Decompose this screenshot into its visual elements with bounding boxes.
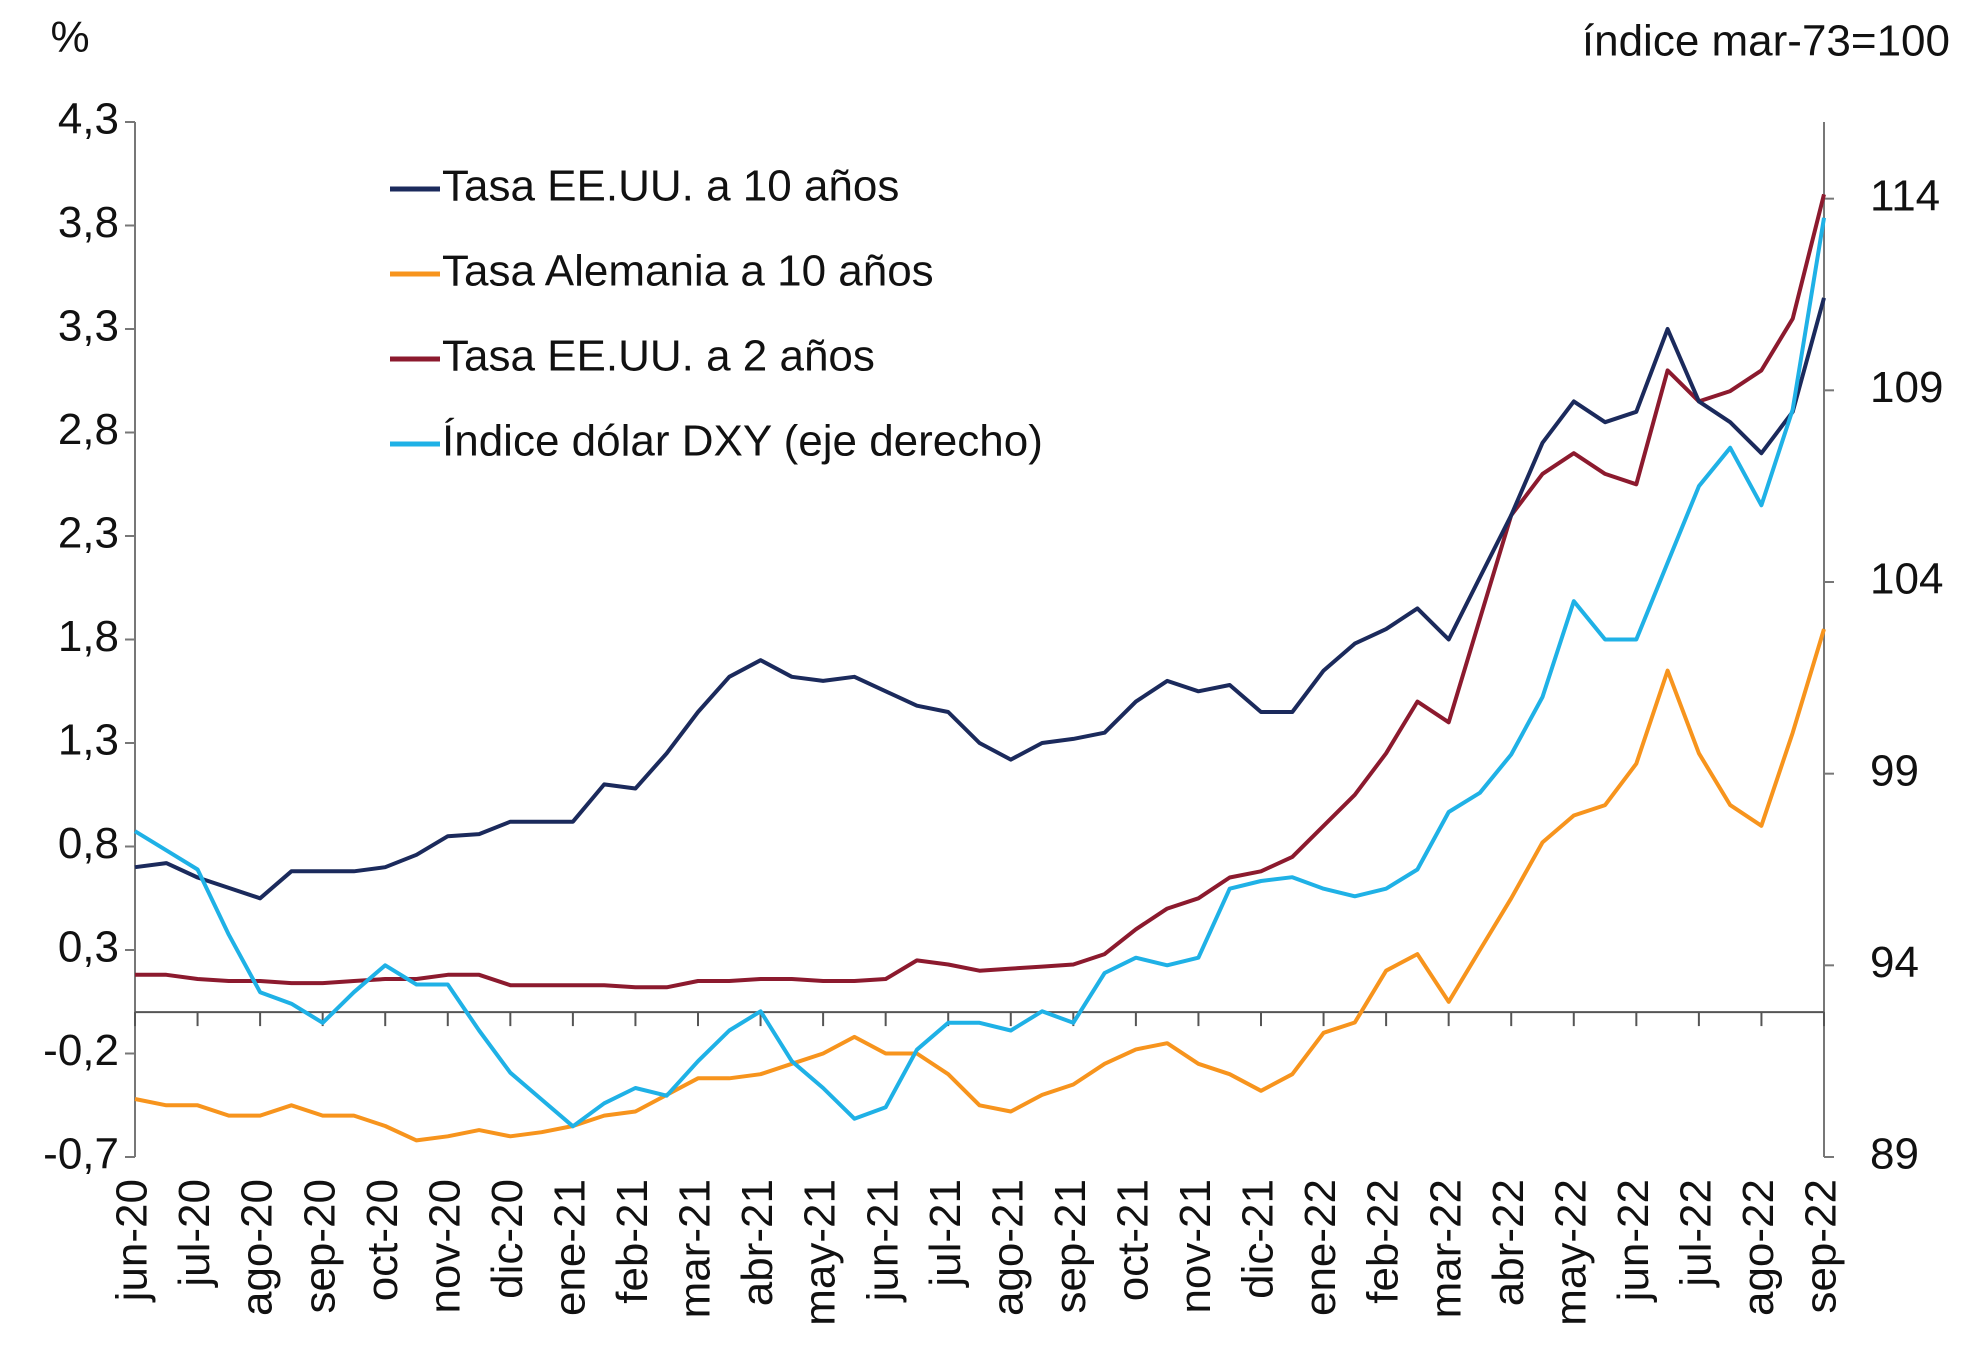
y-axis-label: % bbox=[50, 13, 89, 62]
x-tick-label: dic-21 bbox=[1234, 1179, 1283, 1299]
legend-label: Tasa Alemania a 10 años bbox=[442, 247, 934, 296]
x-tick-label: abr-22 bbox=[1484, 1179, 1533, 1306]
x-tick-label: sep-22 bbox=[1797, 1179, 1846, 1314]
series-line bbox=[133, 217, 1826, 1129]
x-tick-label: jul-22 bbox=[1672, 1179, 1721, 1289]
x-tick-label: ene-22 bbox=[1296, 1179, 1345, 1316]
y2-tick-label: 114 bbox=[1870, 171, 1940, 220]
x-tick-label: dic-20 bbox=[483, 1179, 532, 1299]
series-line bbox=[134, 297, 1826, 901]
x-tick-label: ago-21 bbox=[983, 1179, 1032, 1316]
y-tick-label: 1,8 bbox=[58, 612, 119, 661]
y2-tick-label: 89 bbox=[1870, 1130, 1919, 1179]
x-tick-label: ene-21 bbox=[546, 1179, 595, 1316]
x-tick-label: jul-20 bbox=[170, 1179, 219, 1289]
x-tick-label: sep-21 bbox=[1046, 1179, 1095, 1314]
y-tick-label: -0,2 bbox=[43, 1026, 119, 1075]
y-tick-label: -0,7 bbox=[43, 1130, 119, 1179]
y-tick-label: 3,3 bbox=[58, 302, 119, 351]
y2-tick-label: 99 bbox=[1870, 746, 1919, 795]
y-tick-label: 1,3 bbox=[58, 716, 119, 765]
legend-label: Tasa EE.UU. a 2 años bbox=[442, 332, 875, 381]
series-line bbox=[134, 628, 1826, 1143]
x-tick-label: feb-22 bbox=[1359, 1179, 1408, 1304]
y-tick-label: 2,8 bbox=[58, 405, 119, 454]
x-tick-label: oct-20 bbox=[358, 1179, 407, 1301]
x-tick-label: nov-20 bbox=[420, 1179, 469, 1314]
x-tick-label: oct-21 bbox=[1109, 1179, 1158, 1301]
y-tick-label: 2,3 bbox=[58, 509, 119, 558]
x-tick-label: mar-22 bbox=[1421, 1179, 1470, 1318]
x-tick-label: abr-21 bbox=[733, 1179, 782, 1306]
x-tick-label: sep-20 bbox=[295, 1179, 344, 1314]
x-tick-label: jul-21 bbox=[921, 1179, 970, 1289]
y2-tick-label: 104 bbox=[1870, 555, 1943, 604]
x-tick-label: ago-20 bbox=[233, 1179, 282, 1316]
x-tick-label: may-21 bbox=[796, 1179, 845, 1326]
y2-axis-label: índice mar-73=100 bbox=[1582, 17, 1950, 66]
x-tick-label: jun-22 bbox=[1609, 1179, 1658, 1303]
legend-label: Tasa EE.UU. a 10 años bbox=[442, 162, 899, 211]
x-tick-label: jun-21 bbox=[858, 1179, 907, 1303]
x-tick-label: nov-21 bbox=[1171, 1179, 1220, 1314]
y-tick-label: 3,8 bbox=[58, 198, 119, 247]
y-tick-label: 4,3 bbox=[58, 95, 119, 144]
x-tick-label: mar-21 bbox=[671, 1179, 720, 1318]
x-tick-label: jun-20 bbox=[108, 1179, 157, 1303]
y2-tick-label: 109 bbox=[1870, 363, 1943, 412]
x-tick-label: may-22 bbox=[1546, 1179, 1595, 1326]
x-tick-label: feb-21 bbox=[608, 1179, 657, 1304]
x-tick-label: ago-22 bbox=[1734, 1179, 1783, 1316]
y2-tick-label: 94 bbox=[1870, 938, 1919, 987]
legend-label: Índice dólar DXY (eje derecho) bbox=[442, 417, 1043, 466]
y-tick-label: 0,3 bbox=[58, 923, 119, 972]
y-tick-label: 0,8 bbox=[58, 819, 119, 868]
series-line bbox=[135, 193, 1826, 990]
